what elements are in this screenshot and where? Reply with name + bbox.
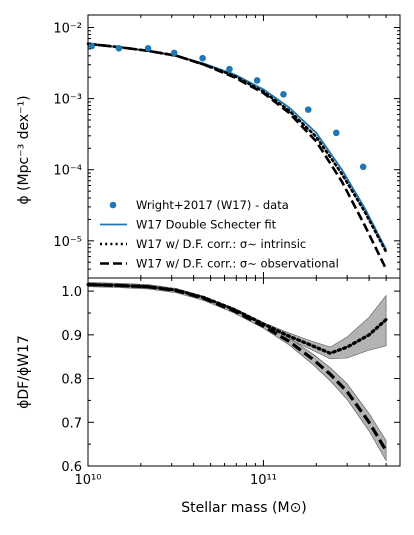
- data-point: [359, 163, 367, 171]
- data-point: [115, 45, 123, 52]
- data-point: [144, 45, 152, 52]
- series-line-w17-w-d-f-corr-intrinsic: [86, 42, 388, 254]
- data-point: [170, 49, 178, 57]
- bottom-ylabel: ϕDF/ϕW17: [16, 335, 32, 409]
- x-tick-label: 10¹¹: [250, 473, 277, 488]
- data-point: [253, 77, 261, 84]
- legend-marker: [109, 201, 117, 209]
- y-tick-label: 0.9: [61, 329, 82, 344]
- data-point: [226, 65, 233, 73]
- top-points: [88, 42, 367, 171]
- legend-label: W17 w/ D.F. corr.: σ∼ observational: [136, 257, 339, 271]
- y-tick-label: 0.7: [61, 416, 82, 431]
- data-point: [88, 42, 96, 50]
- top-panel: 10⁻² 10⁻³ 10⁻⁴ 10⁻⁵ Wright+2017 (W17) - dat…: [16, 14, 401, 279]
- y-tick-label: 1.0: [61, 285, 82, 300]
- bottom-lines: [86, 282, 388, 452]
- y-tick-label: 10⁻²: [53, 22, 82, 37]
- data-point: [199, 54, 206, 62]
- bottom-panel-frame: [87, 277, 401, 467]
- data-point: [280, 91, 287, 98]
- xlabel: Stellar mass (M⊙): [181, 500, 307, 516]
- bottom-panel: 10¹⁰ 10¹¹ 1.0 0.9 0.8 0.7 0.6 ϕDF/ϕW17 Stellar…: [16, 277, 401, 516]
- legend-label: Wright+2017 (W17) - data: [136, 198, 289, 212]
- series-line-w17-w-d-f-corr-observational: [87, 42, 388, 270]
- data-point: [304, 106, 312, 113]
- y-tick-label: 0.8: [61, 373, 82, 388]
- y-tick-label: 10⁻⁴: [53, 164, 82, 179]
- top-lines: [86, 42, 388, 270]
- y-tick-label: 10⁻⁵: [53, 235, 82, 250]
- legend-label: W17 Double Schecter fit: [136, 218, 277, 232]
- bottom-panel-background: [88, 278, 400, 466]
- legend: Wright+2017 (W17) - data W17 Double Schec…: [100, 198, 339, 271]
- x-tick-label: 10¹⁰: [75, 473, 102, 488]
- top-panel-background: [88, 15, 400, 278]
- data-point: [332, 129, 340, 137]
- top-ylabel: ϕ (Mpc⁻³ dex⁻¹): [16, 95, 32, 204]
- legend-label: W17 w/ D.F. corr.: σ∼ intrinsic: [136, 237, 306, 251]
- y-tick-label: 0.6: [61, 460, 82, 475]
- bottom-ticks: 10¹⁰ 10¹¹ 1.0 0.9 0.8 0.7 0.6: [61, 278, 400, 488]
- y-tick-label: 10⁻³: [53, 93, 82, 108]
- series-line-w17-w-d-f-corr-observational: [87, 282, 388, 452]
